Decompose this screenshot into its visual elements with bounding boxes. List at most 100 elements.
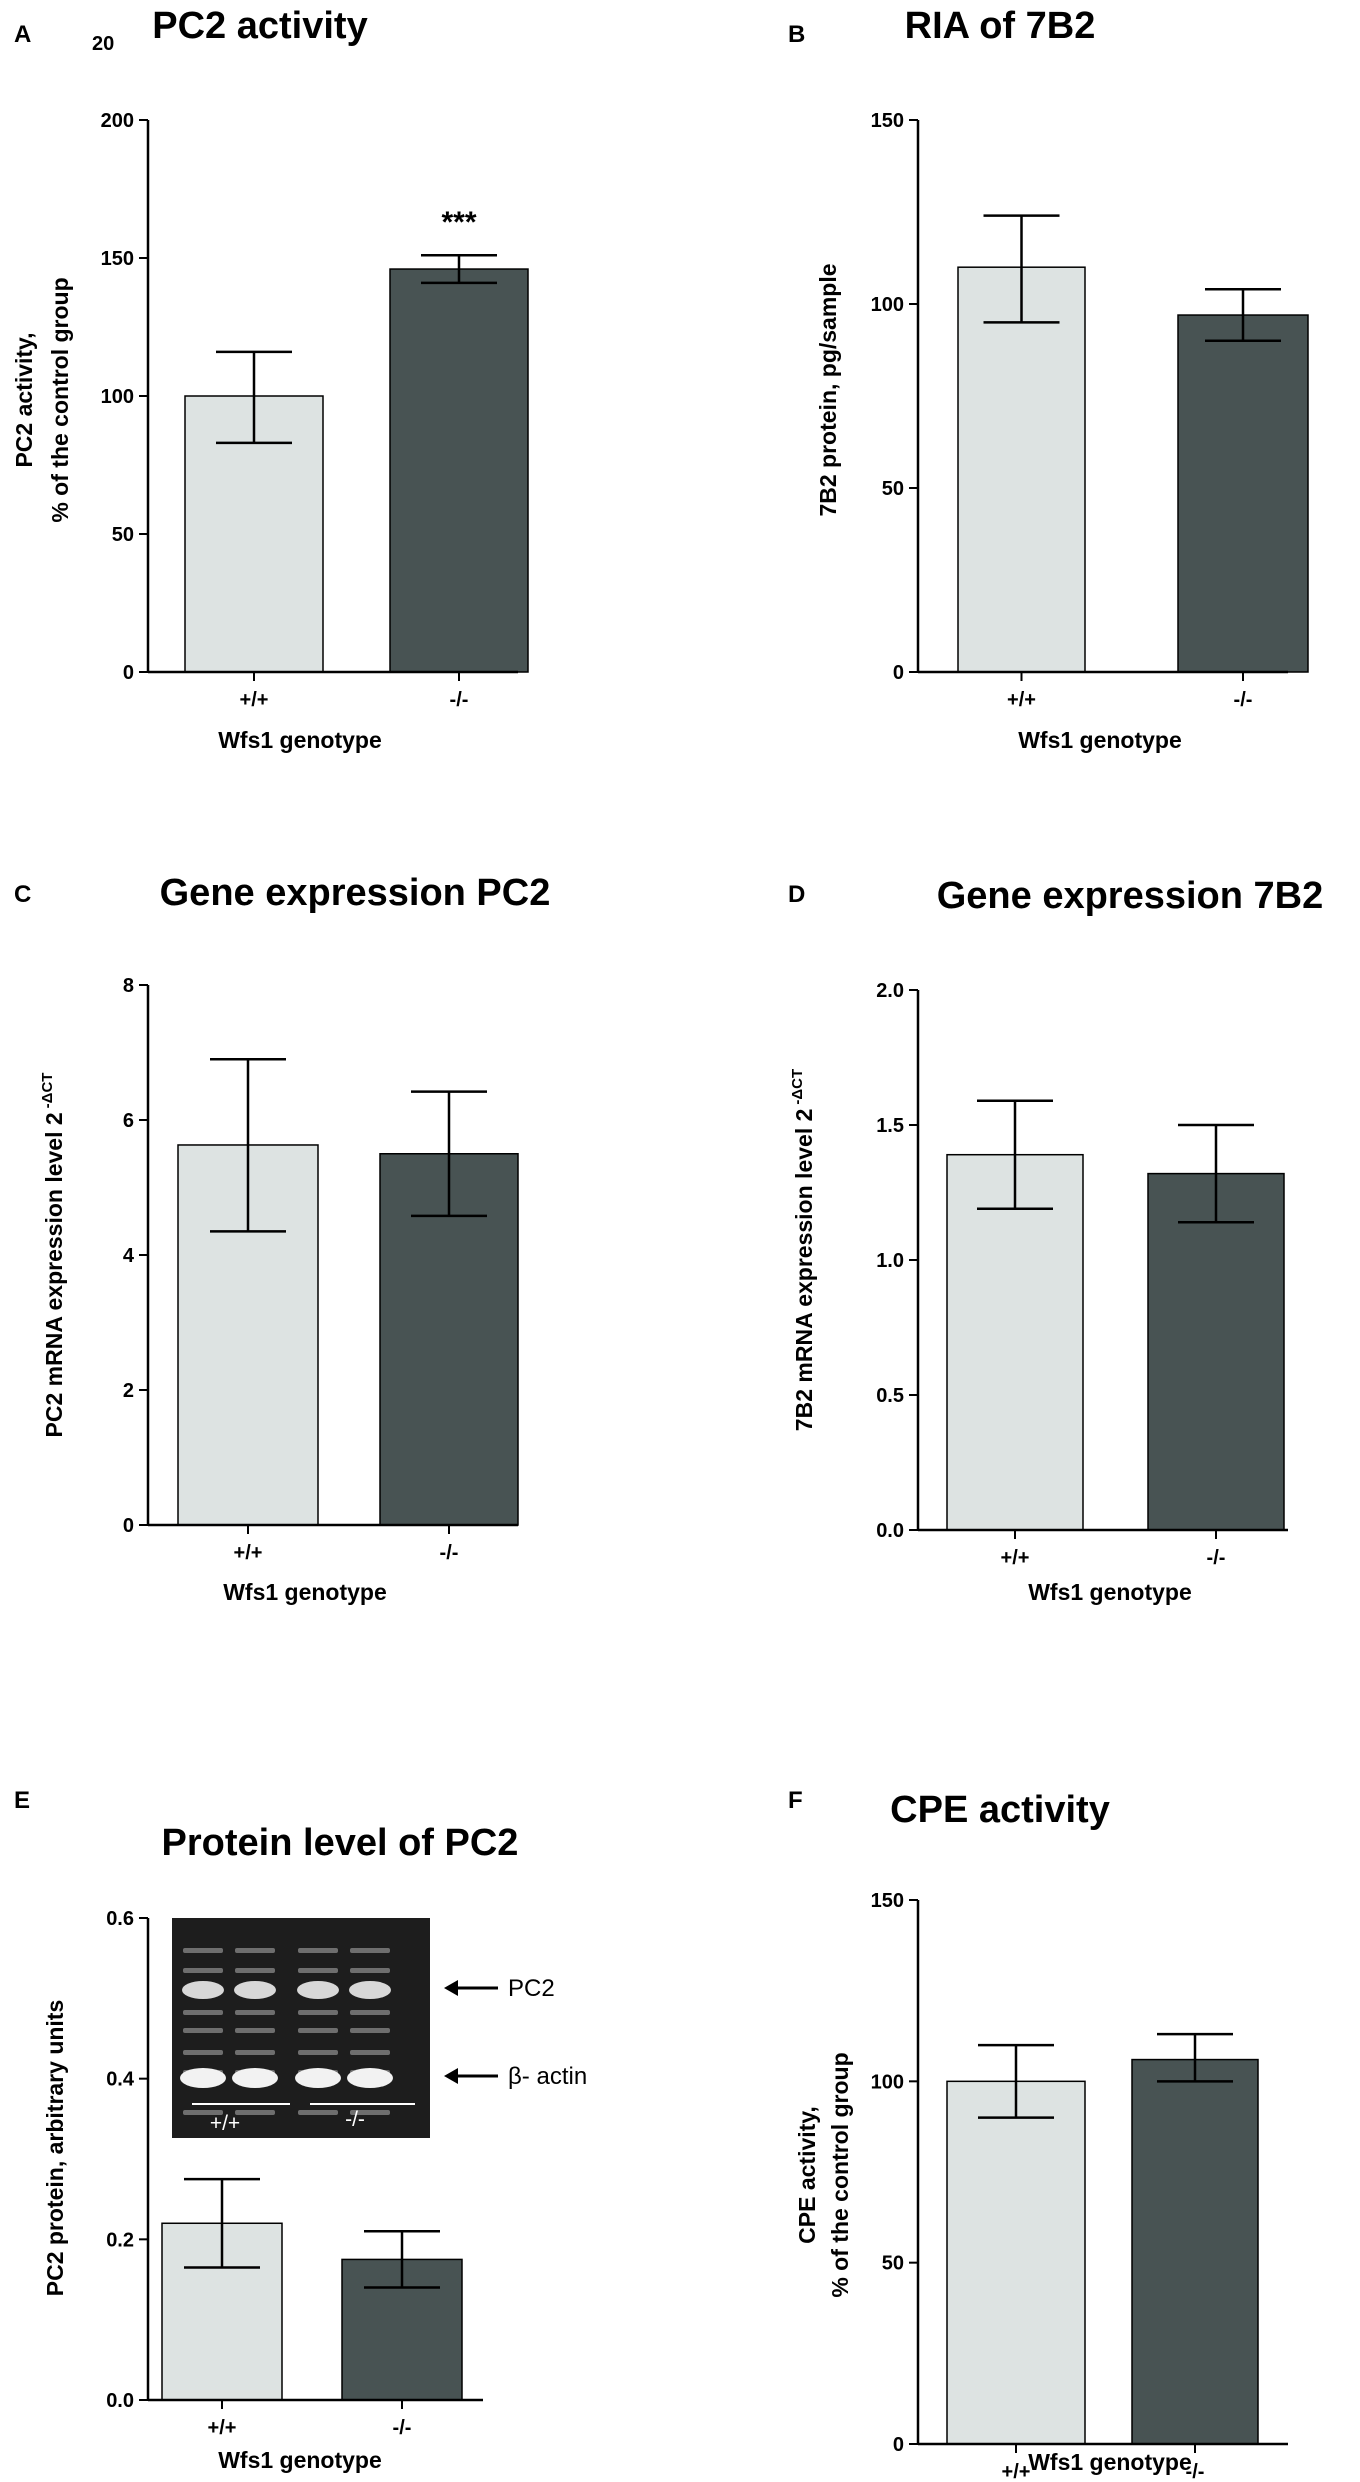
blot-faint-band bbox=[235, 2110, 275, 2115]
panel-letter: D bbox=[788, 881, 805, 908]
y-axis-label: % of the control group bbox=[47, 277, 73, 522]
y-axis-label: 7B2 protein, pg/sample bbox=[815, 263, 841, 516]
chart-title: CPE activity bbox=[890, 1789, 1110, 1831]
x-tick-label: -/- bbox=[1207, 1547, 1226, 1569]
x-tick-label: -/- bbox=[1186, 2461, 1205, 2482]
x-tick-label: +/+ bbox=[1007, 689, 1036, 711]
blot-faint-band bbox=[183, 2050, 223, 2055]
chart-panel-a: A PC2 activity +/+ -/- *** 0 50 100 150 200 Wfs1 g… bbox=[11, 5, 529, 753]
x-tick-label: +/+ bbox=[1002, 2461, 1031, 2482]
x-axis-label: Wfs1 genotype bbox=[1028, 1579, 1192, 1605]
chart-panel-c: C Gene expression PC2 +/+ -/- 0 2 4 6 8 Wfs1 geno… bbox=[14, 872, 550, 1605]
y-axis-label: 7B2 mRNA expression level 2-ΔCT bbox=[789, 1069, 817, 1431]
y-axis-label: PC2 mRNA expression level 2-ΔCT bbox=[39, 1073, 67, 1438]
band-label: β- actin bbox=[508, 2063, 587, 2090]
blot-faint-band bbox=[183, 1968, 223, 1973]
blot-faint-band bbox=[235, 1968, 275, 1973]
y-tick-label: 0.0 bbox=[876, 1520, 904, 1542]
x-axis-label: Wfs1 genotype bbox=[218, 2447, 382, 2473]
y-axis-label: PC2 activity, bbox=[11, 332, 37, 467]
y-tick-label: 2 bbox=[123, 1380, 134, 1402]
blot-faint-band bbox=[298, 2050, 338, 2055]
x-tick-label: +/+ bbox=[240, 689, 269, 711]
bar bbox=[389, 268, 529, 673]
chart-title: PC2 activity bbox=[152, 5, 367, 47]
blot-faint-band bbox=[350, 2050, 390, 2055]
y-tick-label: 50 bbox=[112, 524, 134, 546]
y-axis-label-superscript: -ΔCT bbox=[39, 1073, 56, 1109]
blot-faint-band bbox=[298, 1968, 338, 1973]
x-tick-label: +/+ bbox=[208, 2417, 237, 2439]
x-axis-label: Wfs1 genotype bbox=[218, 727, 382, 753]
blot-faint-band bbox=[235, 2010, 275, 2015]
blot-faint-band bbox=[350, 2110, 390, 2115]
y-tick-label: 0 bbox=[893, 662, 904, 684]
x-axis-label: Wfs1 genotype bbox=[1028, 2449, 1192, 2475]
blot-band-pc2 bbox=[297, 1981, 339, 1999]
y-tick-label: 50 bbox=[882, 2253, 904, 2275]
y-tick-label: 0.0 bbox=[106, 2390, 134, 2412]
blot-faint-band bbox=[183, 2110, 223, 2115]
y-tick-label: 1.5 bbox=[876, 1115, 904, 1137]
bar bbox=[946, 1153, 1084, 1531]
x-tick-label: -/- bbox=[450, 689, 469, 711]
y-tick-label: 100 bbox=[101, 386, 134, 408]
chart-title: Gene expression 7B2 bbox=[937, 875, 1324, 917]
band-arrow-head bbox=[444, 1980, 458, 1996]
bar bbox=[957, 266, 1086, 673]
blot-band-actin bbox=[232, 2068, 278, 2088]
x-axis-label: Wfs1 genotype bbox=[1018, 727, 1182, 753]
panel-letter: B bbox=[788, 21, 805, 48]
y-axis-label: PC2 protein, arbitrary units bbox=[42, 2000, 68, 2297]
y-tick-label: 150 bbox=[101, 248, 134, 270]
y-tick-label: 0 bbox=[123, 1515, 134, 1537]
blot-faint-band bbox=[350, 1948, 390, 1953]
y-tick-label: 100 bbox=[871, 2071, 904, 2093]
panel-letter: E bbox=[14, 1787, 30, 1814]
blot-faint-band bbox=[298, 2028, 338, 2033]
blot-faint-band bbox=[235, 1948, 275, 1953]
y-tick-label: 0.2 bbox=[106, 2229, 134, 2251]
bar bbox=[1131, 2058, 1259, 2445]
blot-faint-band bbox=[235, 2050, 275, 2055]
western-blot-inset: +/+ -/- PC2 β- actin bbox=[172, 1918, 587, 2138]
bar bbox=[1147, 1172, 1285, 1531]
band-label: PC2 bbox=[508, 1975, 555, 2002]
y-tick-label: 100 bbox=[871, 294, 904, 316]
chart-title: RIA of 7B2 bbox=[905, 5, 1096, 47]
y-axis-label-superscript: -ΔCT bbox=[789, 1069, 806, 1105]
chart-panel-b: B RIA of 7B2 +/+ -/- 0 50 100 150 Wfs1 genotype 7… bbox=[788, 5, 1309, 753]
y-tick-label: 4 bbox=[123, 1245, 135, 1267]
x-tick-label: +/+ bbox=[1001, 1547, 1030, 1569]
blot-band-actin bbox=[347, 2068, 393, 2088]
x-axis-label: Wfs1 genotype bbox=[223, 1579, 387, 1605]
blot-faint-band bbox=[350, 2010, 390, 2015]
y-axis-label: CPE activity, bbox=[794, 2106, 820, 2244]
blot-faint-band bbox=[183, 1948, 223, 1953]
blot-faint-band bbox=[298, 2110, 338, 2115]
blot-band-actin bbox=[180, 2068, 226, 2088]
blot-faint-band bbox=[350, 2028, 390, 2033]
y-axis-label: % of the control group bbox=[827, 2052, 853, 2297]
y-tick-label: 2.0 bbox=[876, 980, 904, 1002]
y-tick-label: 200 bbox=[101, 110, 134, 132]
y-tick-label: 0 bbox=[123, 662, 134, 684]
blot-faint-band bbox=[235, 2028, 275, 2033]
x-tick-label: -/- bbox=[440, 1542, 459, 1564]
blot-band-pc2 bbox=[349, 1981, 391, 1999]
bar bbox=[946, 2080, 1086, 2445]
stray-label: 20 bbox=[92, 33, 114, 55]
blot-faint-band bbox=[298, 2010, 338, 2015]
x-tick-label: +/+ bbox=[234, 1542, 263, 1564]
y-tick-label: 0.4 bbox=[106, 2069, 135, 2091]
y-tick-label: 0 bbox=[893, 2434, 904, 2456]
chart-title: Gene expression PC2 bbox=[160, 872, 551, 914]
panel-letter: C bbox=[14, 881, 31, 908]
panel-letter: F bbox=[788, 1787, 803, 1814]
chart-title: Protein level of PC2 bbox=[162, 1822, 519, 1864]
y-tick-label: 1.0 bbox=[876, 1250, 904, 1272]
band-arrow-head bbox=[444, 2068, 458, 2084]
chart-panel-f: F CPE activity +/+ -/- 0 50 100 150 Wfs1 genotyp… bbox=[788, 1787, 1288, 2482]
